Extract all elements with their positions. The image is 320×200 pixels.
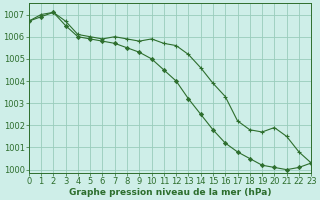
X-axis label: Graphe pression niveau de la mer (hPa): Graphe pression niveau de la mer (hPa)	[69, 188, 271, 197]
